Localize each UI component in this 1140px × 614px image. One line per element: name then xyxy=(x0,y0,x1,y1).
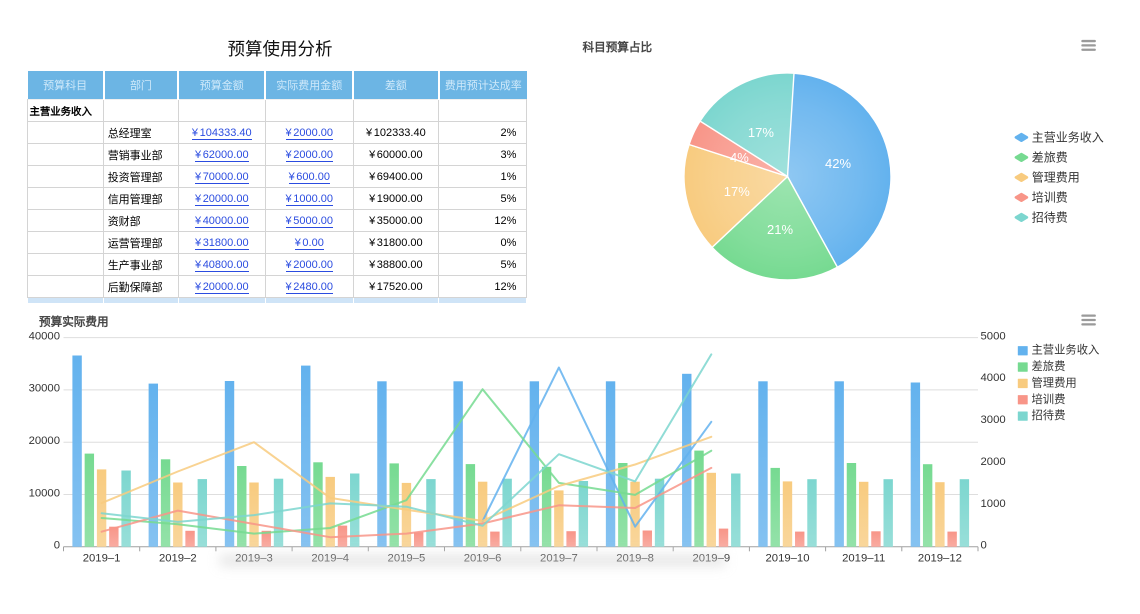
svg-text:差旅费: 差旅费 xyxy=(1032,359,1066,373)
svg-text:培训费: 培训费 xyxy=(1032,189,1068,204)
svg-text:0: 0 xyxy=(54,540,60,552)
svg-text:预算实际费用: 预算实际费用 xyxy=(39,315,109,329)
svg-text:2019–1: 2019–1 xyxy=(83,553,121,565)
svg-text:17%: 17% xyxy=(748,125,774,140)
svg-text:主营业务收入: 主营业务收入 xyxy=(1032,343,1100,357)
svg-text:3000: 3000 xyxy=(981,414,1006,426)
svg-text:2019–12: 2019–12 xyxy=(918,553,962,565)
svg-text:招待费: 招待费 xyxy=(1032,210,1068,224)
svg-text:2019–10: 2019–10 xyxy=(766,553,810,565)
svg-text:管理费用: 管理费用 xyxy=(1032,169,1080,184)
svg-text:40000: 40000 xyxy=(29,330,60,342)
svg-text:2000: 2000 xyxy=(981,456,1006,468)
svg-text:10000: 10000 xyxy=(29,487,60,499)
svg-text:30000: 30000 xyxy=(29,383,60,395)
svg-text:5000: 5000 xyxy=(981,330,1006,342)
svg-text:20000: 20000 xyxy=(29,435,60,447)
svg-text:管理费用: 管理费用 xyxy=(1032,375,1077,389)
svg-text:4000: 4000 xyxy=(981,372,1006,384)
svg-text:差旅费: 差旅费 xyxy=(1032,150,1068,164)
svg-text:招待费: 招待费 xyxy=(1032,408,1066,422)
svg-text:主营业务收入: 主营业务收入 xyxy=(1032,129,1104,144)
svg-text:21%: 21% xyxy=(767,222,793,237)
svg-text:培训费: 培训费 xyxy=(1032,392,1066,406)
svg-text:2019–2: 2019–2 xyxy=(159,553,197,565)
svg-text:0: 0 xyxy=(981,540,987,552)
svg-text:科目预算占比: 科目预算占比 xyxy=(583,40,653,54)
svg-text:4%: 4% xyxy=(730,150,749,165)
svg-text:1000: 1000 xyxy=(981,498,1006,510)
svg-text:17%: 17% xyxy=(724,184,750,199)
svg-text:2019–11: 2019–11 xyxy=(842,553,885,565)
svg-text:42%: 42% xyxy=(825,156,851,171)
